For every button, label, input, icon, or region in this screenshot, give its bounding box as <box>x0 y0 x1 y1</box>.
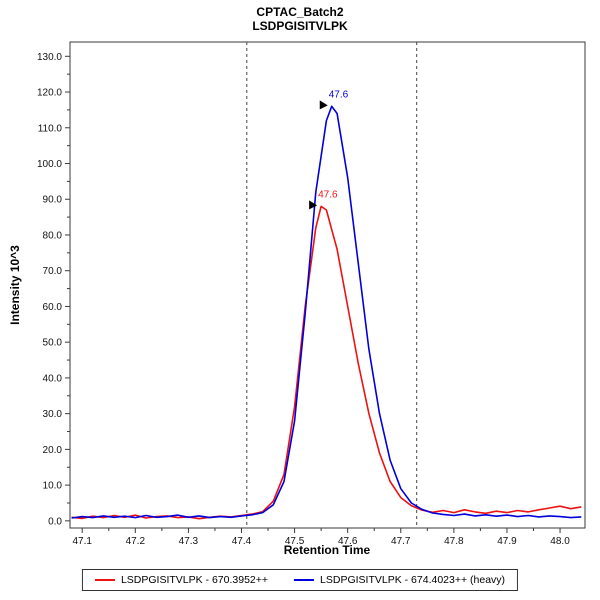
x-tick-label: 47.9 <box>497 536 517 547</box>
peak-arrow-icon <box>319 100 328 110</box>
y-tick-label: 0.0 <box>48 516 62 527</box>
legend-line-sample-red <box>94 579 115 581</box>
y-tick-label: 80.0 <box>43 230 63 241</box>
y-tick-label: 70.0 <box>43 266 63 277</box>
x-tick-label: 47.1 <box>72 536 92 547</box>
x-tick-label: 47.7 <box>391 536 411 547</box>
x-axis-label: Retention Time <box>283 543 371 557</box>
x-tick-label: 48.0 <box>550 536 570 547</box>
x-tick-label: 47.3 <box>179 536 199 547</box>
x-tick-label: 47.5 <box>285 536 305 547</box>
y-tick-label: 30.0 <box>43 409 63 420</box>
series-line-0 <box>71 205 582 520</box>
legend-label-light: LSDPGISITVLPK - 670.3952++ <box>120 574 269 586</box>
peak-rt-annotation: 47.6 <box>329 89 349 100</box>
legend-label-heavy: LSDPGISITVLPK - 674.4023++ (heavy) <box>320 574 506 586</box>
series-line-1 <box>71 105 582 519</box>
legend: LSDPGISITVLPK - 670.3952++ LSDPGISITVLPK… <box>81 569 519 591</box>
y-tick-label: 110.0 <box>38 123 63 134</box>
y-tick-label: 50.0 <box>43 338 63 349</box>
y-tick-label: 130.0 <box>37 52 62 63</box>
y-tick-label: 10.0 <box>43 481 63 492</box>
title-line-2: LSDPGISITVLPK <box>252 19 348 33</box>
y-tick-label: 40.0 <box>43 373 63 384</box>
y-tick-label: 90.0 <box>43 195 63 206</box>
y-tick-label: 60.0 <box>43 302 63 313</box>
peak-rt-annotation: 47.6 <box>318 189 338 200</box>
y-tick-label: 100.0 <box>37 159 62 170</box>
x-tick-label: 47.8 <box>444 536 464 547</box>
legend-item-light: LSDPGISITVLPK - 670.3952++ <box>94 574 269 586</box>
y-tick-label: 120.0 <box>37 88 62 99</box>
plot-frame <box>69 41 586 529</box>
chart-title: CPTAC_Batch2 LSDPGISITVLPK <box>0 5 600 33</box>
x-tick-label: 47.2 <box>126 536 146 547</box>
x-tick-label: 47.6 <box>338 536 358 547</box>
title-line-1: CPTAC_Batch2 <box>256 5 344 19</box>
x-tick-label: 47.4 <box>232 536 252 547</box>
y-axis-label: Intensity 10^3 <box>8 245 22 325</box>
legend-item-heavy: LSDPGISITVLPK - 674.4023++ (heavy) <box>294 574 505 586</box>
legend-line-sample-blue <box>294 579 315 581</box>
peak-arrow-icon <box>309 200 318 210</box>
y-tick-label: 20.0 <box>43 445 63 456</box>
